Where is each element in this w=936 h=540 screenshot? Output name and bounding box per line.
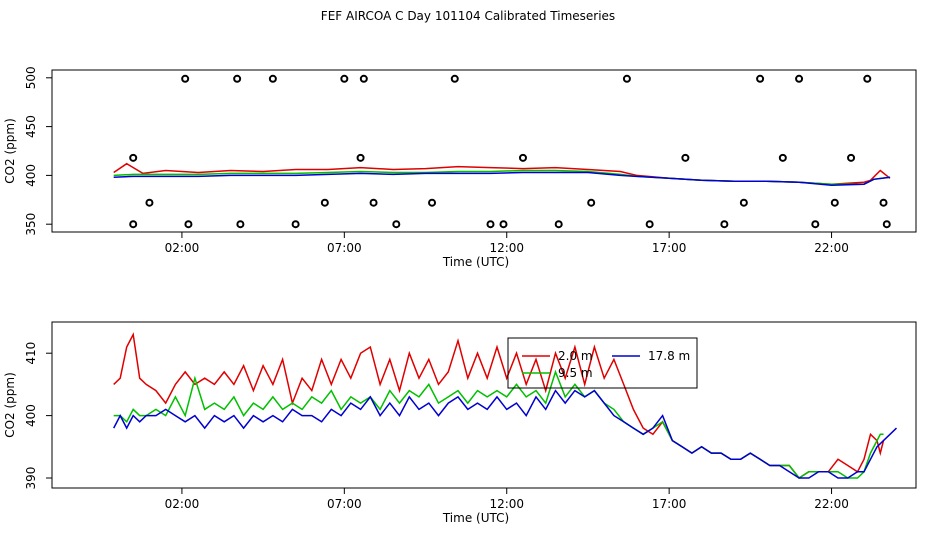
panel-bottom-y-tick-label: 410 <box>24 342 38 365</box>
panel-top-marker-point <box>739 198 748 207</box>
panel-top-marker-point <box>291 220 300 229</box>
panel-top-marker-point <box>486 220 495 229</box>
panel-top-y-tick-label: 400 <box>24 164 38 187</box>
legend-label: 17.8 m <box>648 349 690 363</box>
panel-top-marker-point <box>320 198 329 207</box>
panel-bottom-x-axis-label: Time (UTC) <box>442 511 509 525</box>
panel-bottom-x-tick-label: 17:00 <box>652 497 687 511</box>
panel-bottom-x-tick-label: 02:00 <box>165 497 200 511</box>
panel-top-marker-point <box>587 198 596 207</box>
panel-top-x-axis-label: Time (UTC) <box>442 255 509 269</box>
panel-top-plot-frame <box>51 69 917 233</box>
panel-top-marker-point <box>882 220 891 229</box>
panel-top-y-tick-label: 500 <box>24 66 38 89</box>
panel-top-marker-point <box>645 220 654 229</box>
panel-top-marker-point <box>720 220 729 229</box>
panel-top-marker-point <box>681 153 690 162</box>
panel-top-marker-point <box>181 74 190 83</box>
panel-top-marker-point <box>340 74 349 83</box>
panel-top-y-axis-label: CO2 (ppm) <box>3 118 17 184</box>
panel-top-y-tick-label: 450 <box>24 115 38 138</box>
panel-bottom-y-tick-label: 390 <box>24 467 38 490</box>
panel-top-marker-point <box>392 220 401 229</box>
panel-top-marker-point <box>879 198 888 207</box>
panel-top-marker-point <box>184 220 193 229</box>
panel-top-marker-point <box>795 74 804 83</box>
panel-top-x-tick-label: 22:00 <box>814 241 849 255</box>
panel-bottom-plot-frame <box>51 321 917 489</box>
panel-top-x-tick-label: 07:00 <box>327 241 362 255</box>
panel-top-x-tick-label: 17:00 <box>652 241 687 255</box>
panel-bottom-series-line-blue <box>113 389 898 479</box>
panel-top-marker-point <box>847 153 856 162</box>
panel-bottom-x-tick-label: 12:00 <box>489 497 524 511</box>
panel-top-marker-point <box>830 198 839 207</box>
legend-label: 9.5 m <box>558 366 593 380</box>
panel-top-x-tick-label: 12:00 <box>489 241 524 255</box>
panel-top-series-line-blue <box>113 171 891 186</box>
panel-top-marker-point <box>268 74 277 83</box>
panel-bottom-y-tick-label: 400 <box>24 404 38 427</box>
panel-top-marker-point <box>811 220 820 229</box>
chart-title: FEF AIRCOA C Day 101104 Calibrated Times… <box>320 9 616 23</box>
panel-bottom-series-line-red <box>113 332 885 479</box>
panel-top-marker-point <box>428 198 437 207</box>
legend-box <box>507 337 698 389</box>
panel-top-marker-point <box>129 153 138 162</box>
panel-bottom-x-tick-label: 22:00 <box>814 497 849 511</box>
panel-top-marker-point <box>233 74 242 83</box>
panel-top-y-tick-label: 350 <box>24 213 38 236</box>
panel-top-marker-point <box>518 153 527 162</box>
panel-top-marker-point <box>129 220 138 229</box>
panel-top-marker-point <box>863 74 872 83</box>
panel-bottom-series-line-green <box>113 369 884 479</box>
panel-top-marker-point <box>450 74 459 83</box>
panel-top-marker-point <box>778 153 787 162</box>
panel-top-marker-point <box>356 153 365 162</box>
panel-top-marker-point <box>756 74 765 83</box>
panel-bottom-x-tick-label: 07:00 <box>327 497 362 511</box>
legend-label: 2.0 m <box>558 349 593 363</box>
panel-top-marker-point <box>145 198 154 207</box>
panel-top-marker-point <box>359 74 368 83</box>
panel-top-marker-point <box>236 220 245 229</box>
panel-top-marker-point <box>499 220 508 229</box>
panel-top-marker-point <box>369 198 378 207</box>
panel-bottom-y-axis-label: CO2 (ppm) <box>3 372 17 438</box>
panel-top-marker-point <box>554 220 563 229</box>
panel-top-x-tick-label: 02:00 <box>165 241 200 255</box>
panel-top-marker-point <box>622 74 631 83</box>
